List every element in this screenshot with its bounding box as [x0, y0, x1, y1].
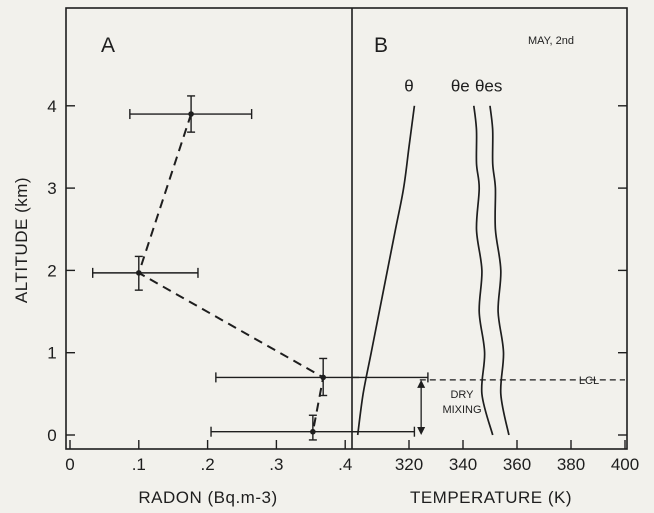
x-tick-label-a: 0 — [65, 455, 74, 474]
x-axis-label-a: RADON (Bq.m-3) — [138, 488, 277, 507]
x-tick-label-a: .4 — [338, 455, 352, 474]
y-axis-label: ALTITUDE (km) — [12, 177, 31, 303]
panel-label-b: B — [374, 34, 388, 57]
dry-mixing-label-line1: DRY — [450, 389, 474, 401]
series-label-0: θ — [404, 77, 413, 96]
lcl-label: LCL — [579, 375, 599, 387]
x-tick-label-b: 380 — [557, 455, 585, 474]
y-tick-label: 4 — [47, 97, 56, 116]
x-tick-label-a: .1 — [132, 455, 146, 474]
temperature-curve-0 — [356, 105, 416, 436]
plot-border — [65, 7, 628, 450]
x-axis-label-b: TEMPERATURE (K) — [410, 488, 572, 507]
series-label-1: θe — [451, 77, 470, 96]
date-annotation: MAY, 2nd — [528, 35, 574, 47]
x-tick-label-a: .3 — [269, 455, 283, 474]
radon-point-0 — [188, 111, 194, 117]
radon-profile-line — [137, 113, 325, 432]
radon-point-1 — [136, 270, 142, 276]
panel-a — [69, 95, 359, 449]
y-tick-label: 0 — [47, 426, 56, 445]
x-tick-label-b: 320 — [395, 455, 423, 474]
panel-b: θ θe θes LCL DRY MIXING — [352, 77, 626, 449]
series-label-2: θes — [475, 77, 502, 96]
x-tick-label-b: 400 — [611, 455, 639, 474]
radon-point-2 — [320, 374, 326, 381]
dry-mixing-arrowhead-up — [417, 379, 426, 388]
y-tick-label: 2 — [47, 261, 56, 280]
radon-point-3 — [310, 428, 316, 435]
x-tick-label-a: .2 — [201, 455, 215, 474]
temperature-curve-1 — [472, 105, 494, 436]
dry-mixing-arrowhead-down — [417, 427, 426, 435]
x-tick-label-b: 360 — [503, 455, 531, 474]
plot-frame — [65, 7, 628, 450]
y-tick-label: 1 — [47, 344, 56, 363]
y-tick-label: 3 — [47, 179, 56, 198]
x-tick-label-b: 340 — [449, 455, 477, 474]
panel-label-a: A — [101, 34, 115, 57]
temperature-curve-2 — [489, 105, 510, 436]
dry-mixing-label-line2: MIXING — [442, 404, 481, 416]
